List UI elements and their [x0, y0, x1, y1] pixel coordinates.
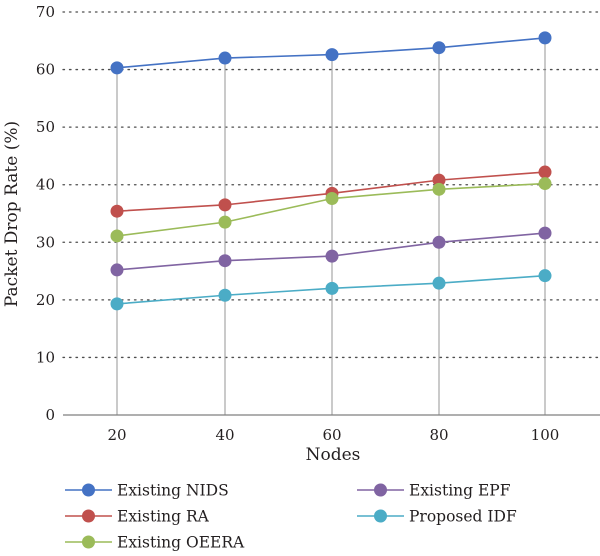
data-point	[538, 177, 552, 191]
data-point	[218, 51, 232, 65]
legend-label: Proposed IDF	[409, 508, 517, 526]
legend-item: Existing EPF	[357, 482, 511, 500]
y-tick-label: 60	[36, 61, 55, 79]
x-tick-label: 80	[429, 426, 448, 444]
legend-label: Existing OEERA	[117, 534, 245, 552]
data-point	[325, 48, 339, 62]
data-point	[538, 31, 552, 45]
y-tick-label: 20	[36, 291, 55, 309]
x-tick-label: 40	[215, 426, 234, 444]
data-point	[432, 276, 446, 290]
y-tick-label: 50	[36, 118, 55, 136]
x-tick-labels: 20 40 60 80 100	[107, 426, 559, 444]
data-point	[110, 204, 124, 218]
legend-label: Existing RA	[117, 508, 210, 526]
data-point	[325, 281, 339, 295]
data-point	[432, 41, 446, 55]
data-point	[110, 229, 124, 243]
legend-marker	[82, 509, 95, 523]
legend-label: Existing EPF	[409, 482, 511, 500]
x-tick-label: 100	[531, 426, 560, 444]
y-tick-label: 30	[36, 233, 55, 251]
data-point	[110, 61, 124, 75]
legend-item: Existing NIDS	[65, 482, 229, 500]
data-point	[218, 288, 232, 302]
data-point	[538, 226, 552, 240]
y-tick-label: 40	[36, 176, 55, 194]
legend-label: Existing NIDS	[117, 482, 229, 500]
data-point	[432, 235, 446, 249]
legend-marker	[82, 535, 95, 549]
legend: Existing NIDS Existing RA Existing OEERA Ex…	[65, 482, 517, 552]
data-point	[538, 269, 552, 283]
x-tick-label: 20	[107, 426, 126, 444]
y-tick-label: 10	[36, 348, 55, 366]
x-axis-title: Nodes	[306, 445, 361, 465]
y-tick-label: 70	[36, 3, 55, 21]
y-axis-title: Packet Drop Rate (%)	[2, 121, 22, 307]
data-point	[110, 263, 124, 277]
legend-item: Existing RA	[65, 508, 210, 526]
x-tick-label: 60	[322, 426, 341, 444]
x-droplines	[116, 37, 546, 415]
data-point	[325, 192, 339, 206]
data-point	[110, 297, 124, 311]
legend-item: Existing OEERA	[65, 534, 245, 552]
data-point	[325, 249, 339, 263]
legend-item: Proposed IDF	[357, 508, 517, 526]
data-point	[218, 198, 232, 212]
data-point	[432, 173, 446, 187]
y-tick-labels: 0 10 20 30 40 50 60 70	[36, 3, 55, 424]
data-point	[538, 165, 552, 179]
legend-marker	[82, 483, 95, 497]
series-lines	[116, 37, 546, 305]
legend-marker	[374, 483, 387, 497]
data-point	[218, 215, 232, 229]
legend-marker	[374, 509, 387, 523]
data-point	[432, 182, 446, 196]
y-tick-label: 0	[45, 406, 55, 424]
data-point	[218, 254, 232, 268]
series-markers	[110, 31, 552, 311]
